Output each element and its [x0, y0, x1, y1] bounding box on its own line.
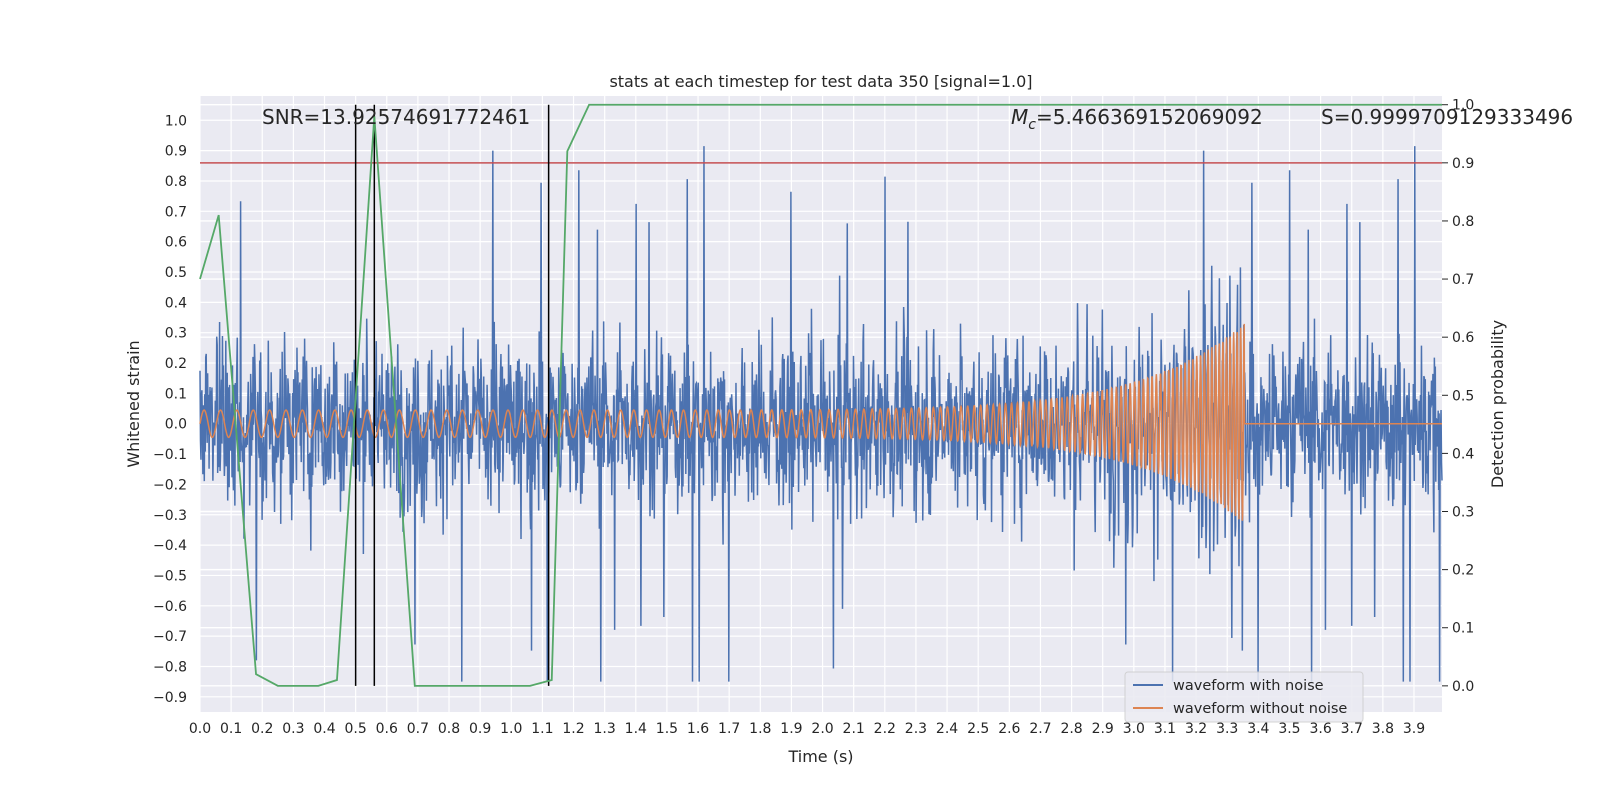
x-tick-label: 0.1 [220, 721, 242, 737]
y-tick-label: −0.5 [153, 568, 187, 584]
y-tick-label: 0.4 [165, 295, 187, 311]
y-tick-label: 0.8 [165, 174, 187, 190]
y2-tick-label: 0.0 [1452, 679, 1474, 695]
y-tick-label: −0.8 [153, 659, 187, 675]
y2-axis-label: Detection probability [1488, 320, 1507, 488]
y-tick-label: 0.3 [165, 326, 187, 342]
x-tick-label: 1.7 [718, 721, 740, 737]
x-tick-label: 2.0 [811, 721, 833, 737]
y-tick-label: 0.6 [165, 235, 187, 251]
x-tick-label: 1.9 [780, 721, 802, 737]
series-detection-probability [199, 103, 1442, 687]
chirp-mass-value: =5.466369152069092 [1036, 105, 1263, 129]
x-axis-label: Time (s) [787, 747, 853, 766]
x-tick-label: 1.6 [687, 721, 709, 737]
x-tick-label: 0.0 [189, 721, 211, 737]
y2-tick-label: 0.5 [1452, 388, 1474, 404]
y-tick-label: 0.9 [165, 144, 187, 160]
y-tick-label: −0.6 [153, 599, 187, 615]
series-waveform-with-noise [199, 146, 1443, 682]
x-tick-label: 2.4 [936, 721, 958, 737]
x-tick-label: 2.6 [998, 721, 1020, 737]
x-tick-label: 3.3 [1216, 721, 1238, 737]
y-tick-label: −0.9 [153, 690, 187, 706]
y2-tick-label: 1.0 [1452, 98, 1474, 114]
chart-title: stats at each timestep for test data 350… [609, 72, 1032, 91]
x-tick-label: 3.5 [1278, 721, 1300, 737]
y-tick-label: −0.7 [153, 629, 187, 645]
x-tick-label: 3.8 [1372, 721, 1394, 737]
x-tick-label: 0.4 [313, 721, 335, 737]
y-tick-label: −0.4 [153, 538, 187, 554]
y-tick-label: −0.3 [153, 508, 187, 524]
x-tick-label: 0.9 [469, 721, 491, 737]
x-tick-label: 0.2 [251, 721, 273, 737]
x-tick-label: 2.5 [967, 721, 989, 737]
x-tick-label: 2.3 [905, 721, 927, 737]
y-tick-label: −0.2 [153, 477, 187, 493]
chirp-mass-subscript: c [1028, 117, 1036, 133]
x-tick-label: 1.4 [625, 721, 647, 737]
x-tick-label: 2.2 [874, 721, 896, 737]
chirp-mass-annotation: Mc=5.466369152069092 [1011, 105, 1263, 133]
x-tick-label: 3.9 [1403, 721, 1425, 737]
x-tick-label: 0.5 [345, 721, 367, 737]
y2-tick-label: 0.9 [1452, 156, 1474, 172]
y-tick-labels: 1.0 0.9 0.8 0.7 0.6 0.5 0.4 0.3 0.2 0.1 0.0 −0.1 −0.… [153, 113, 187, 706]
y2-tick-label: 0.4 [1452, 446, 1474, 462]
x-tick-label: 3.7 [1341, 721, 1363, 737]
x-tick-label: 3.4 [1247, 721, 1269, 737]
legend: waveform with noise waveform without noi… [1124, 671, 1364, 723]
x-tick-label: 2.8 [1060, 721, 1082, 737]
y2-tick-labels: 1.0 0.9 0.8 0.7 0.6 0.5 0.4 0.3 0.2 0.1 0.0 [1442, 98, 1474, 695]
x-tick-label: 3.6 [1309, 721, 1331, 737]
y2-tick-label: 0.1 [1452, 621, 1474, 637]
x-tick-label: 3.0 [1123, 721, 1145, 737]
y-tick-label: −0.1 [153, 447, 187, 463]
x-tick-label: 3.1 [1154, 721, 1176, 737]
x-tick-labels: 0.0 0.1 0.2 0.3 0.4 0.5 0.6 0.7 0.8 0.9 1.0 1.1 1.2 1… [189, 721, 1425, 737]
y-tick-label: 0.2 [165, 356, 187, 372]
y2-tick-label: 0.7 [1452, 272, 1474, 288]
y-tick-label: 0.0 [165, 417, 187, 433]
legend-label-clean: waveform without noise [1173, 701, 1347, 717]
x-tick-label: 0.8 [438, 721, 460, 737]
x-tick-label: 1.0 [500, 721, 522, 737]
snr-annotation: SNR=13.92574691772461 [262, 105, 530, 129]
y2-tick-label: 0.3 [1452, 505, 1474, 521]
y-axis-label: Whitened strain [124, 340, 143, 467]
x-tick-label: 2.9 [1092, 721, 1114, 737]
x-tick-label: 0.3 [282, 721, 304, 737]
legend-box [1124, 671, 1364, 723]
x-tick-label: 1.2 [562, 721, 584, 737]
y2-tick-label: 0.6 [1452, 330, 1474, 346]
chirp-mass-symbol: M [1011, 105, 1028, 129]
x-tick-label: 0.7 [407, 721, 429, 737]
y-tick-label: 1.0 [165, 113, 187, 129]
series-waveform-without-noise [199, 323, 1442, 521]
series-layer [199, 103, 1443, 687]
x-tick-label: 1.8 [749, 721, 771, 737]
s-annotation: S=0.9999709129333496 [1321, 105, 1573, 129]
x-tick-label: 2.1 [843, 721, 865, 737]
x-tick-label: 2.7 [1029, 721, 1051, 737]
y-tick-label: 0.7 [165, 204, 187, 220]
x-tick-label: 1.1 [531, 721, 553, 737]
legend-label-noisy: waveform with noise [1173, 678, 1324, 694]
x-tick-label: 1.5 [656, 721, 678, 737]
x-tick-label: 0.6 [376, 721, 398, 737]
y2-tick-label: 0.8 [1452, 214, 1474, 230]
y-tick-label: 0.1 [165, 386, 187, 402]
x-tick-label: 1.3 [594, 721, 616, 737]
y2-tick-label: 0.2 [1452, 563, 1474, 579]
x-tick-label: 3.2 [1185, 721, 1207, 737]
y-tick-label: 0.5 [165, 265, 187, 281]
